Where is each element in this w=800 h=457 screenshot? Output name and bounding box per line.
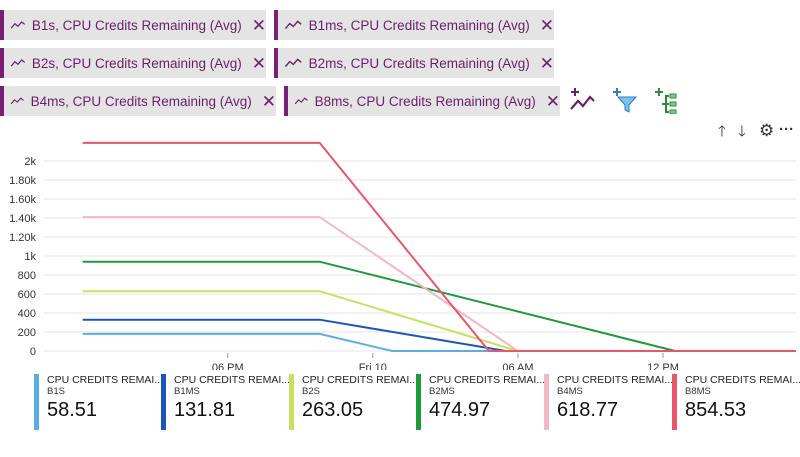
cpu-credits-line-chart: 2k 1.80k 1.60k 1.40k 1.20k 1k 800 600 400 200 0 06…	[9, 141, 796, 370]
legend-resource-name: B8MS	[685, 386, 711, 397]
x-axis-ticks: 06 PM Fri 10 06 AM 12 PM	[212, 353, 679, 370]
line-chart-icon	[294, 97, 308, 105]
add-filter-icon[interactable]	[610, 86, 638, 114]
line-chart-icon	[10, 21, 26, 29]
close-icon[interactable]: ✕	[261, 91, 276, 111]
close-icon[interactable]: ✕	[539, 15, 554, 35]
metric-pill-label: B8ms, CPU Credits Remaining (Avg)	[314, 93, 536, 109]
y-tick-label: 600	[18, 289, 36, 301]
legend-value: 263.05	[302, 399, 364, 421]
legend-resource-name: B1S	[47, 386, 65, 397]
x-tick-label: 12 PM	[647, 362, 679, 370]
metric-pill-b2s[interactable]: B2s, CPU Credits Remaining (Avg) ✕	[0, 48, 266, 78]
chart-series-lines	[82, 141, 796, 352]
legend-metric-name: CPU CREDITS REMAI...	[302, 374, 419, 386]
y-tick-label: 1.80k	[9, 175, 36, 187]
metric-pill-label: B1s, CPU Credits Remaining (Avg)	[31, 17, 242, 33]
y-axis-ticks: 2k 1.80k 1.60k 1.40k 1.20k 1k 800 600 400 200 0	[9, 156, 36, 358]
close-icon[interactable]: ✕	[545, 91, 560, 111]
legend-item-b1ms[interactable]: CPU CREDITS REMAI... B1MS 131.81	[161, 374, 290, 430]
legend-item-b4ms[interactable]: CPU CREDITS REMAI... B4MS 618.77	[544, 374, 673, 430]
y-tick-label: 2k	[24, 156, 36, 168]
close-icon[interactable]: ✕	[251, 15, 266, 35]
close-icon[interactable]: ✕	[539, 53, 554, 73]
settings-gear-icon[interactable]: ⚙	[759, 121, 775, 140]
legend-item-b2s[interactable]: CPU CREDITS REMAI... B2S 263.05	[289, 374, 418, 430]
legend-metric-name: CPU CREDITS REMAI...	[47, 374, 164, 386]
y-tick-label: 1.20k	[9, 232, 36, 244]
legend-value: 618.77	[557, 399, 619, 421]
legend-item-b2ms[interactable]: CPU CREDITS REMAI... B2MS 474.97	[416, 374, 545, 430]
legend-item-b8ms[interactable]: CPU CREDITS REMAI... B8MS 854.53	[672, 374, 800, 430]
metric-pill-b8ms[interactable]: B8ms, CPU Credits Remaining (Avg) ✕	[284, 86, 560, 116]
y-tick-label: 800	[18, 270, 36, 282]
legend-resource-name: B1MS	[174, 386, 200, 397]
metric-pill-label: B2ms, CPU Credits Remaining (Avg)	[308, 55, 530, 71]
legend-metric-name: CPU CREDITS REMAI...	[557, 374, 674, 386]
x-tick-label: Fri 10	[359, 362, 387, 370]
metric-pill-label: B2s, CPU Credits Remaining (Avg)	[31, 55, 242, 71]
add-metric-icon[interactable]	[568, 86, 596, 114]
y-tick-label: 200	[18, 327, 36, 339]
series-line-b2s	[82, 290, 796, 352]
legend-item-b1s[interactable]: CPU CREDITS REMAI... B1S 58.51	[34, 374, 163, 430]
move-up-icon[interactable]: 🡑	[718, 123, 726, 140]
move-down-icon[interactable]: 🡓	[738, 123, 746, 140]
x-tick-label: 06 AM	[502, 362, 533, 370]
series-line-b1s	[82, 332, 796, 352]
y-tick-label: 400	[18, 308, 36, 320]
legend-metric-name: CPU CREDITS REMAI...	[429, 374, 546, 386]
legend-resource-name: B2MS	[429, 386, 455, 397]
legend-resource-name: B4MS	[557, 386, 583, 397]
legend-value: 131.81	[174, 399, 236, 421]
more-options-icon[interactable]: ···	[779, 121, 794, 138]
legend-metric-name: CPU CREDITS REMAI...	[685, 374, 800, 386]
metric-pill-label: B4ms, CPU Credits Remaining (Avg)	[30, 93, 252, 109]
legend-value: 474.97	[429, 399, 491, 421]
line-chart-icon	[10, 59, 26, 67]
y-tick-label: 0	[30, 346, 36, 358]
line-chart-icon	[10, 97, 24, 105]
legend-value: 58.51	[47, 399, 98, 421]
apply-splitting-icon[interactable]	[652, 86, 680, 114]
y-tick-label: 1.40k	[9, 213, 36, 225]
metric-pill-b4ms[interactable]: B4ms, CPU Credits Remaining (Avg) ✕	[0, 86, 276, 116]
metric-pill-b2ms[interactable]: B2ms, CPU Credits Remaining (Avg) ✕	[274, 48, 554, 78]
legend-resource-name: B2S	[302, 386, 320, 397]
legend-metric-name: CPU CREDITS REMAI...	[174, 374, 291, 386]
metric-pill-b1ms[interactable]: B1ms, CPU Credits Remaining (Avg) ✕	[274, 10, 554, 40]
line-chart-icon	[284, 58, 302, 68]
line-chart-icon	[284, 20, 302, 30]
legend-value: 854.53	[685, 399, 747, 421]
metric-pill-label: B1ms, CPU Credits Remaining (Avg)	[308, 17, 530, 33]
close-icon[interactable]: ✕	[251, 53, 266, 73]
y-tick-label: 1k	[24, 251, 36, 263]
series-line-b8ms	[82, 141, 796, 352]
y-tick-label: 1.60k	[9, 194, 36, 206]
series-line-b1ms	[82, 318, 796, 352]
x-tick-label: 06 PM	[212, 362, 244, 370]
metric-pill-b1s[interactable]: B1s, CPU Credits Remaining (Avg) ✕	[0, 10, 266, 40]
